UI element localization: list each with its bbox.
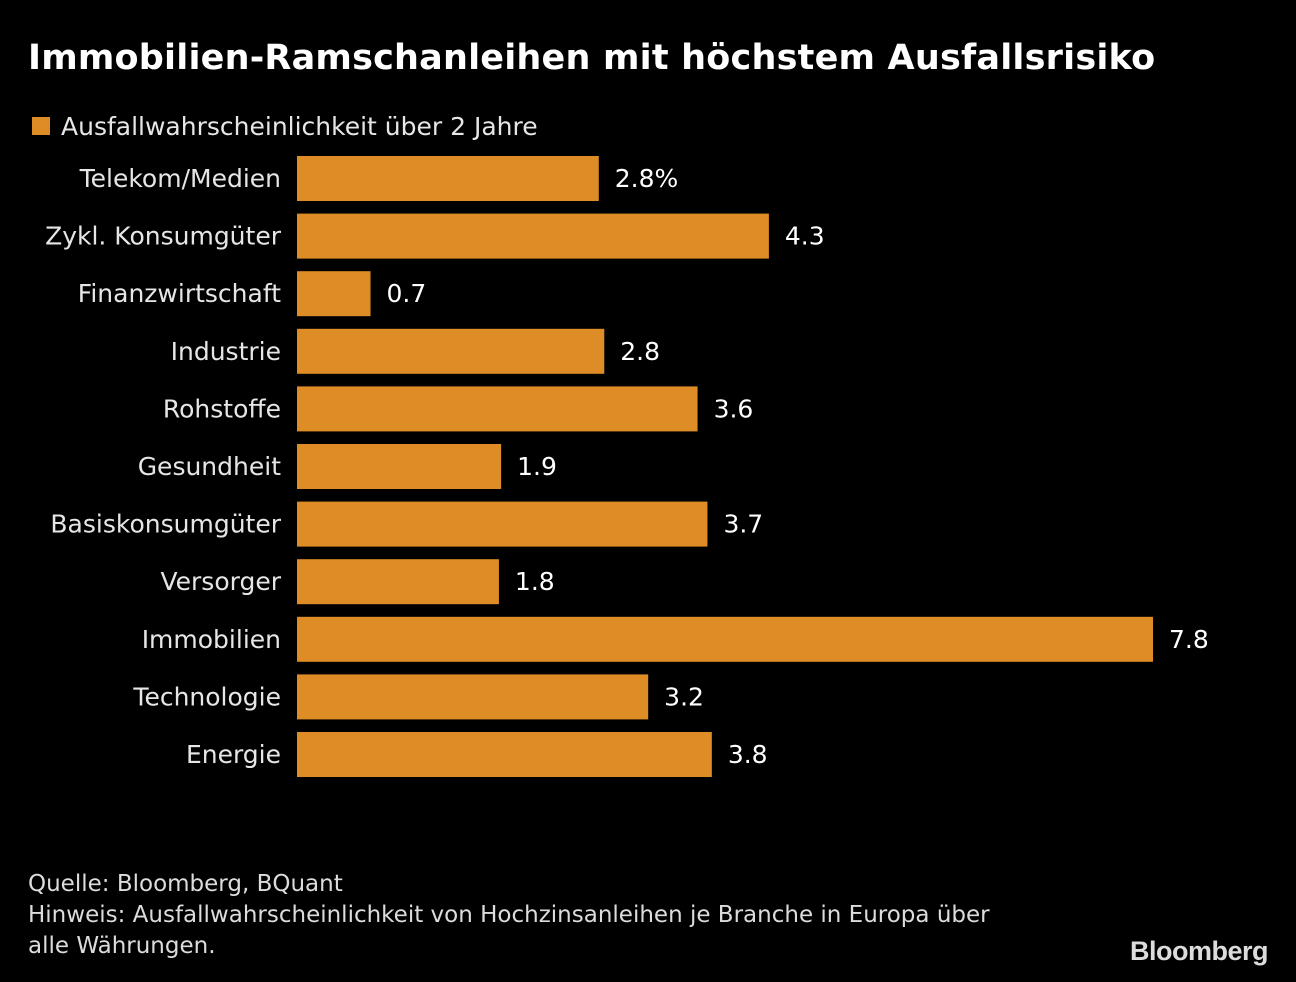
bar: [297, 501, 708, 547]
bar: [297, 271, 371, 317]
value-label: 1.8: [515, 567, 555, 596]
legend-swatch: [32, 117, 50, 135]
bar: [297, 732, 712, 777]
bar: [297, 328, 605, 374]
category-label: Finanzwirtschaft: [78, 279, 281, 308]
bar: [297, 559, 499, 605]
value-label: 3.8: [728, 740, 768, 769]
bar: [297, 616, 1153, 662]
chart-title: Immobilien-Ramschanleihen mit höchstem A…: [28, 38, 1156, 78]
bloomberg-logo: Bloomberg: [1129, 936, 1269, 966]
category-label: Industrie: [171, 337, 281, 366]
category-label: Telekom/Medien: [79, 164, 281, 193]
value-label: 0.7: [387, 279, 427, 308]
chart-legend: Ausfallwahrscheinlichkeit über 2 Jahre: [32, 110, 538, 142]
category-label: Rohstoffe: [163, 394, 281, 423]
value-label: 3.6: [714, 394, 754, 423]
bar: [297, 156, 599, 201]
bar: [297, 213, 769, 259]
footnote-line-2: alle Währungen.: [28, 933, 216, 959]
chart-footer: Quelle: Bloomberg, BQuant Hinweis: Ausfa…: [28, 869, 1088, 962]
value-label: 2.8: [620, 337, 660, 366]
value-label: 1.9: [517, 452, 557, 481]
bar-chart: Telekom/Medien 2.8% Zykl. Konsumgüter 4.3 Fi…: [45, 156, 1209, 777]
category-label: Zykl. Konsumgüter: [45, 222, 282, 251]
category-label: Energie: [186, 740, 281, 769]
category-label: Technologie: [132, 682, 281, 711]
value-label: 3.7: [723, 510, 763, 539]
value-label: 2.8%: [615, 164, 679, 193]
category-label: Gesundheit: [138, 452, 282, 481]
bar: [297, 674, 649, 720]
legend-label: Ausfallwahrscheinlichkeit über 2 Jahre: [61, 111, 538, 141]
value-label: 3.2: [664, 682, 704, 711]
bar: [297, 444, 502, 489]
category-label: Basiskonsumgüter: [50, 510, 281, 539]
value-label: 4.3: [785, 222, 825, 251]
bar: [297, 386, 698, 432]
value-label: 7.8: [1169, 625, 1209, 654]
footnote-line-1: Hinweis: Ausfallwahrscheinlichkeit von H…: [28, 902, 990, 928]
source-note: Quelle: Bloomberg, BQuant: [28, 871, 343, 897]
category-label: Versorger: [160, 567, 281, 596]
category-label: Immobilien: [142, 625, 281, 654]
